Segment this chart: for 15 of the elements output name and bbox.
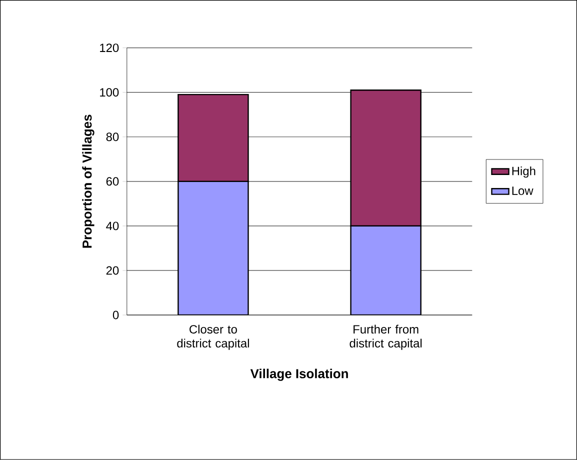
y-tick-label: 120 bbox=[100, 44, 119, 52]
legend-label: High bbox=[512, 166, 536, 178]
y-tick-label: 0 bbox=[112, 310, 119, 320]
y-axis-title: Proportion of Villages bbox=[82, 114, 94, 248]
y-tick-label: 40 bbox=[106, 222, 119, 230]
x-axis-title: Village Isolation bbox=[250, 368, 348, 381]
bar bbox=[350, 225, 422, 316]
x-tick-label: Closer to district capital bbox=[177, 324, 249, 350]
y-tick-label: 60 bbox=[106, 177, 119, 186]
x-tick-label: Further from district capital bbox=[350, 324, 422, 350]
y-tick-label: 20 bbox=[106, 266, 119, 275]
legend-label: Low bbox=[512, 186, 534, 196]
y-tick-label: 80 bbox=[106, 132, 119, 142]
y-tick-label: 100 bbox=[100, 88, 119, 97]
bar bbox=[178, 180, 249, 316]
